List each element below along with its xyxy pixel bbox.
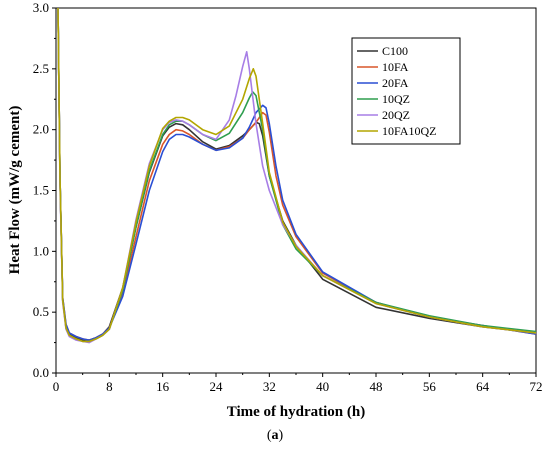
x-tick-label: 56 (423, 379, 437, 394)
legend-label: 10FA (382, 60, 409, 74)
legend-label: 10FA10QZ (382, 124, 436, 138)
legend: C100 10FA 20FA 10QZ 20QZ 10FA10QZ (351, 37, 461, 145)
caption-close: ) (278, 428, 284, 443)
caption-letter: a (271, 428, 279, 443)
x-tick-label: 40 (316, 379, 329, 394)
y-tick-label: 2.0 (33, 122, 49, 137)
y-tick-label: 1.5 (33, 183, 49, 198)
plot-frame (55, 7, 537, 374)
x-axis: 0 8 16 24 32 40 48 56 64 72 (53, 373, 543, 394)
x-tick-label: 0 (53, 379, 60, 394)
y-tick-label: 0.0 (33, 365, 49, 380)
x-tick-label: 48 (370, 379, 383, 394)
figure-caption: (a) (0, 428, 550, 444)
y-tick-label: 2.5 (33, 61, 49, 76)
series-line-20fa (57, 7, 537, 341)
x-tick-label: 16 (156, 379, 170, 394)
caption-open: ( (266, 428, 272, 443)
y-axis: 0.0 0.5 1.0 1.5 2.0 2.5 3.0 (33, 0, 56, 380)
x-tick-label: 24 (210, 379, 224, 394)
y-axis-title: Heat Flow (mW/g cement) (7, 106, 23, 275)
legend-box (351, 37, 461, 145)
x-tick-label: 64 (476, 379, 490, 394)
x-tick-label: 8 (106, 379, 113, 394)
legend-label: 20QZ (382, 108, 410, 122)
y-tick-label: 3.0 (33, 0, 49, 15)
legend-label: C100 (382, 44, 408, 58)
chart-svg: 0 8 16 24 32 40 48 56 64 72 0.0 0.5 1.0 1.5 2.0 2.5 3.0… (7, 0, 543, 420)
legend-label: 20FA (382, 76, 409, 90)
x-tick-label: 72 (530, 379, 543, 394)
x-axis-title: Time of hydration (h) (227, 404, 365, 420)
series-lines (57, 7, 537, 344)
x-tick-label: 32 (263, 379, 276, 394)
y-tick-label: 0.5 (33, 304, 49, 319)
legend-label: 10QZ (382, 92, 410, 106)
y-tick-label: 1.0 (33, 243, 49, 258)
series-line-10fa10qz (57, 7, 537, 343)
